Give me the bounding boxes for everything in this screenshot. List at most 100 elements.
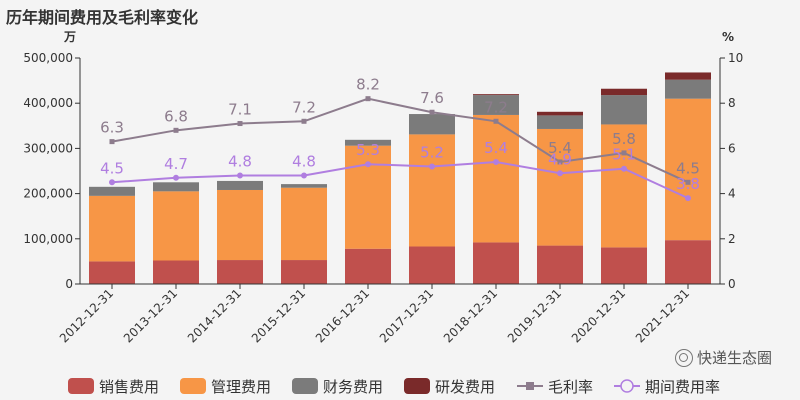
left-axis-tick-label: 200,000: [23, 187, 73, 201]
data-label-gross: 7.1: [228, 101, 252, 119]
point-gross: [173, 127, 179, 133]
data-label-gross: 8.2: [356, 76, 380, 94]
x-axis-tick-label: 2013-12-31: [121, 286, 180, 345]
bar-sales: [153, 260, 199, 284]
left-axis-tick-label: 400,000: [23, 96, 73, 110]
point-gross: [365, 96, 371, 102]
bar-sales: [537, 245, 583, 284]
bar-rd: [473, 94, 519, 96]
line-gross: [111, 97, 689, 184]
data-label-gross: 7.6: [420, 89, 444, 107]
bar-finance: [153, 182, 199, 192]
bar-sales: [217, 260, 263, 284]
data-label-period: 5.1: [612, 146, 636, 164]
x-axis-tick-label: 2012-12-31: [57, 286, 116, 345]
bar-admin: [409, 134, 455, 247]
point-period: [301, 172, 307, 179]
bar-finance: [665, 79, 711, 99]
legend-label-period: 期间费用率: [645, 378, 720, 396]
data-label-period: 5.4: [484, 139, 508, 157]
point-period: [173, 174, 179, 181]
bar-sales: [473, 242, 519, 284]
x-axis-tick-label: 2017-12-31: [377, 286, 436, 345]
legend-swatch-sales: [68, 378, 94, 394]
right-axis-tick-label: 8: [728, 96, 736, 110]
bar-finance: [345, 139, 391, 146]
point-gross: [493, 118, 499, 124]
legend-label-rd: 研发费用: [435, 378, 495, 396]
right-axis-tick-label: 2: [728, 232, 736, 246]
legend-marker-period: [620, 379, 634, 393]
data-label-gross: 6.8: [164, 107, 188, 125]
point-gross: [621, 150, 627, 156]
bar-admin: [473, 114, 519, 243]
x-axis-tick-label: 2020-12-31: [569, 286, 628, 345]
bar-finance: [89, 186, 135, 196]
x-axis-tick-label: 2018-12-31: [441, 286, 500, 345]
data-label-gross: 7.2: [292, 98, 316, 116]
chart-title: 历年期间费用及毛利率变化: [6, 8, 199, 27]
point-period: [621, 165, 627, 172]
right-axis-tick-label: 4: [728, 187, 736, 201]
data-label-period: 3.8: [676, 175, 700, 193]
right-axis-tick-label: 0: [728, 277, 736, 291]
bar-admin: [153, 191, 199, 261]
data-label-period: 4.8: [228, 153, 252, 171]
x-axis-tick-label: 2014-12-31: [185, 286, 244, 345]
point-period: [109, 179, 115, 186]
bar-admin: [345, 145, 391, 249]
left-axis-tick-label: 300,000: [23, 141, 73, 155]
data-label-period: 4.9: [548, 150, 572, 168]
bar-finance: [409, 114, 455, 135]
data-label-gross: 5.8: [612, 130, 636, 148]
bar-sales: [89, 261, 135, 284]
left-axis-tick-label: 100,000: [23, 232, 73, 246]
legend-label-gross: 毛利率: [548, 378, 593, 396]
left-axis-tick-label: 0: [65, 277, 73, 291]
watermark: 快递生态圈: [674, 347, 772, 368]
line-period: [111, 160, 689, 200]
left-axis-tick-label: 500,000: [23, 51, 73, 65]
bar-finance: [473, 95, 519, 115]
bar-admin: [665, 98, 711, 241]
point-gross: [557, 159, 563, 165]
point-gross: [685, 179, 691, 185]
point-period: [429, 163, 435, 170]
bar-sales: [665, 240, 711, 284]
bar-admin: [601, 124, 647, 248]
bar-finance: [217, 180, 263, 190]
left-axis-unit: 万: [63, 30, 76, 44]
bar-admin: [89, 195, 135, 262]
point-gross: [237, 121, 243, 127]
right-axis-tick-label: 10: [728, 51, 743, 65]
bar-admin: [537, 128, 583, 246]
point-gross: [301, 118, 307, 124]
bar-sales: [601, 247, 647, 284]
bar-admin: [217, 189, 263, 261]
bar-rd: [537, 111, 583, 116]
x-axis-tick-label: 2019-12-31: [505, 286, 564, 345]
x-axis-tick-label: 2015-12-31: [249, 286, 308, 345]
legend-label-admin: 管理费用: [211, 378, 271, 396]
point-period: [365, 161, 371, 168]
data-label-period: 4.5: [100, 159, 124, 177]
bar-rd: [665, 72, 711, 80]
point-period: [237, 172, 243, 179]
watermark-text: 快递生态圈: [696, 349, 772, 367]
legend-swatch-finance: [292, 378, 318, 394]
data-label-gross: 4.5: [676, 159, 700, 177]
right-axis-tick-label: 6: [728, 141, 736, 155]
data-label-gross: 5.4: [548, 139, 572, 157]
legend-marker-gross: [526, 382, 534, 390]
x-axis-tick-label: 2016-12-31: [313, 286, 372, 345]
data-label-period: 4.8: [292, 153, 316, 171]
point-gross: [109, 139, 115, 145]
legend-label-sales: 销售费用: [99, 378, 159, 396]
bar-rd: [601, 88, 647, 96]
bar-admin: [281, 187, 327, 261]
data-label-period: 5.2: [420, 143, 444, 161]
data-label-period: 5.3: [356, 141, 380, 159]
point-period: [557, 170, 563, 177]
legend-label-finance: 财务费用: [323, 378, 383, 396]
